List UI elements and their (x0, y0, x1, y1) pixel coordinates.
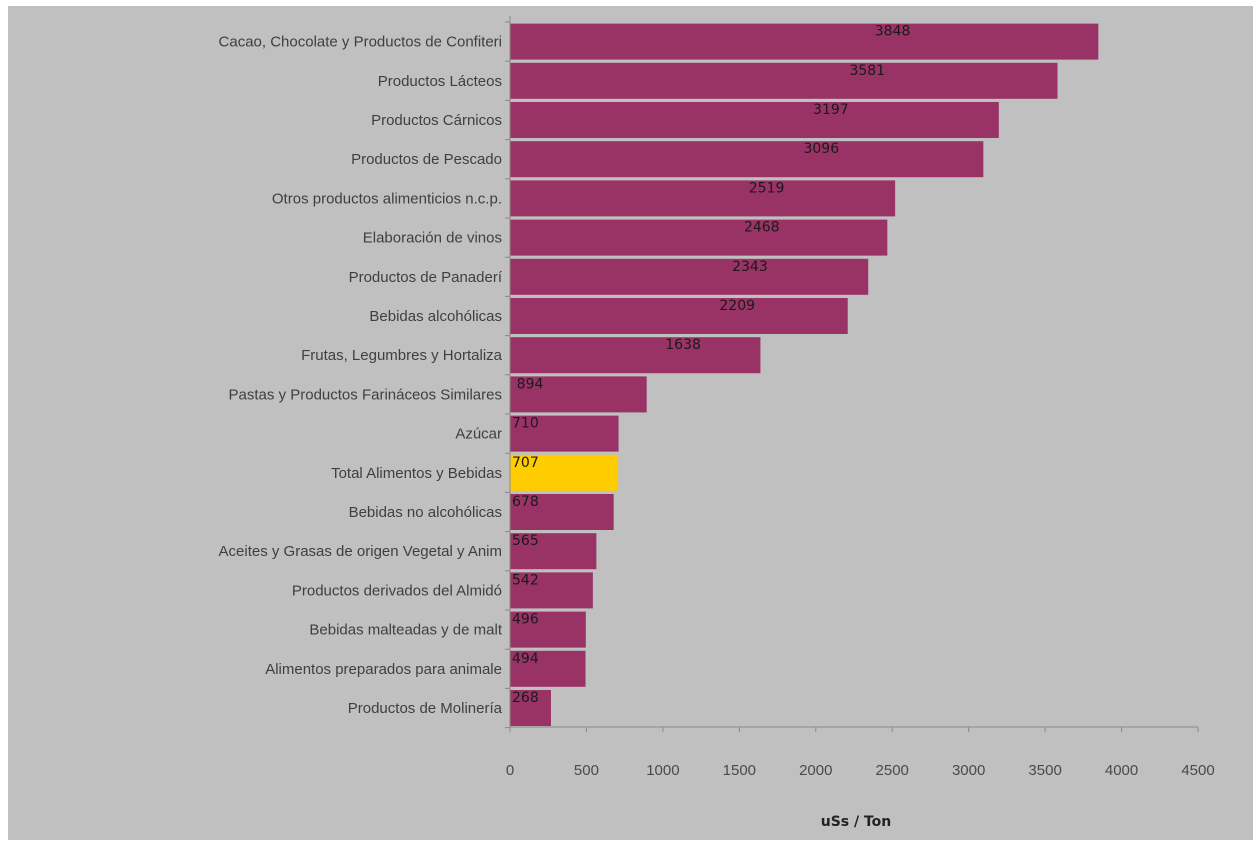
data-label: 2519 (749, 180, 785, 196)
x-tick-label: 1000 (646, 762, 679, 779)
bar (510, 102, 999, 138)
x-tick-label: 3000 (952, 762, 985, 779)
data-label: 3581 (849, 63, 885, 79)
x-tick-label: 4500 (1181, 762, 1214, 779)
data-label: 710 (512, 416, 539, 432)
bar (510, 62, 1058, 99)
x-axis-title: uSs / Ton (821, 814, 892, 830)
bar (510, 415, 619, 452)
category-label: Alimentos preparados para animale (265, 661, 502, 678)
data-label: 2468 (744, 220, 780, 236)
category-label: Otros productos alimenticios n.c.p. (272, 190, 502, 207)
data-label: 894 (517, 376, 544, 392)
category-label: Productos de Molinería (348, 700, 503, 717)
bar (510, 337, 761, 374)
bar (510, 141, 984, 178)
x-tick-label: 0 (506, 762, 514, 779)
bar (510, 180, 896, 217)
category-label: Bebidas alcohólicas (369, 308, 502, 325)
category-label: Total Alimentos y Bebidas (331, 465, 502, 482)
data-label: 1638 (665, 337, 701, 353)
bar (510, 611, 586, 648)
x-tick-label: 2500 (876, 762, 909, 779)
x-tick-label: 1500 (723, 762, 756, 779)
bar (510, 533, 597, 570)
x-tick-label: 3500 (1028, 762, 1061, 779)
x-tick-label: 2000 (799, 762, 832, 779)
data-label: 3848 (875, 24, 911, 40)
category-label: Bebidas malteadas y de malt (309, 622, 502, 639)
bar (510, 494, 614, 530)
bar (510, 23, 1099, 60)
category-label: Cacao, Chocolate y Productos de Confiter… (219, 34, 502, 51)
x-tick-label: 500 (574, 762, 599, 779)
category-label: Pastas y Productos Farináceos Similares (229, 386, 502, 403)
category-label: Azúcar (455, 426, 502, 443)
category-label: Productos derivados del Almidó (292, 582, 502, 599)
data-label: 3197 (813, 102, 849, 118)
bar (510, 572, 593, 609)
data-label: 565 (512, 533, 539, 549)
category-label: Productos de Panaderí (349, 269, 503, 286)
category-label: Productos de Pescado (351, 151, 502, 168)
category-label: Bebidas no alcohólicas (349, 504, 502, 521)
category-label: Frutas, Legumbres y Hortaliza (301, 347, 503, 364)
bar (510, 690, 551, 726)
data-label: 268 (512, 690, 539, 706)
bar (510, 376, 647, 413)
category-label: Elaboración de vinos (363, 230, 502, 247)
bar (510, 258, 869, 295)
data-label: 496 (512, 612, 539, 628)
bar (510, 454, 619, 491)
data-label: 707 (512, 455, 539, 471)
data-label: 542 (512, 572, 539, 588)
category-label: Aceites y Grasas de origen Vegetal y Ani… (219, 543, 502, 560)
data-label: 494 (512, 651, 539, 667)
bar (510, 650, 586, 687)
x-tick-label: 4000 (1105, 762, 1138, 779)
data-label: 3096 (803, 141, 839, 157)
category-label: Productos Lácteos (378, 73, 502, 90)
data-label: 2209 (719, 298, 755, 314)
data-label: 678 (512, 494, 539, 510)
bar (510, 298, 848, 334)
bar (510, 219, 888, 256)
category-label: Productos Cárnicos (371, 112, 502, 129)
data-label: 2343 (732, 259, 768, 275)
